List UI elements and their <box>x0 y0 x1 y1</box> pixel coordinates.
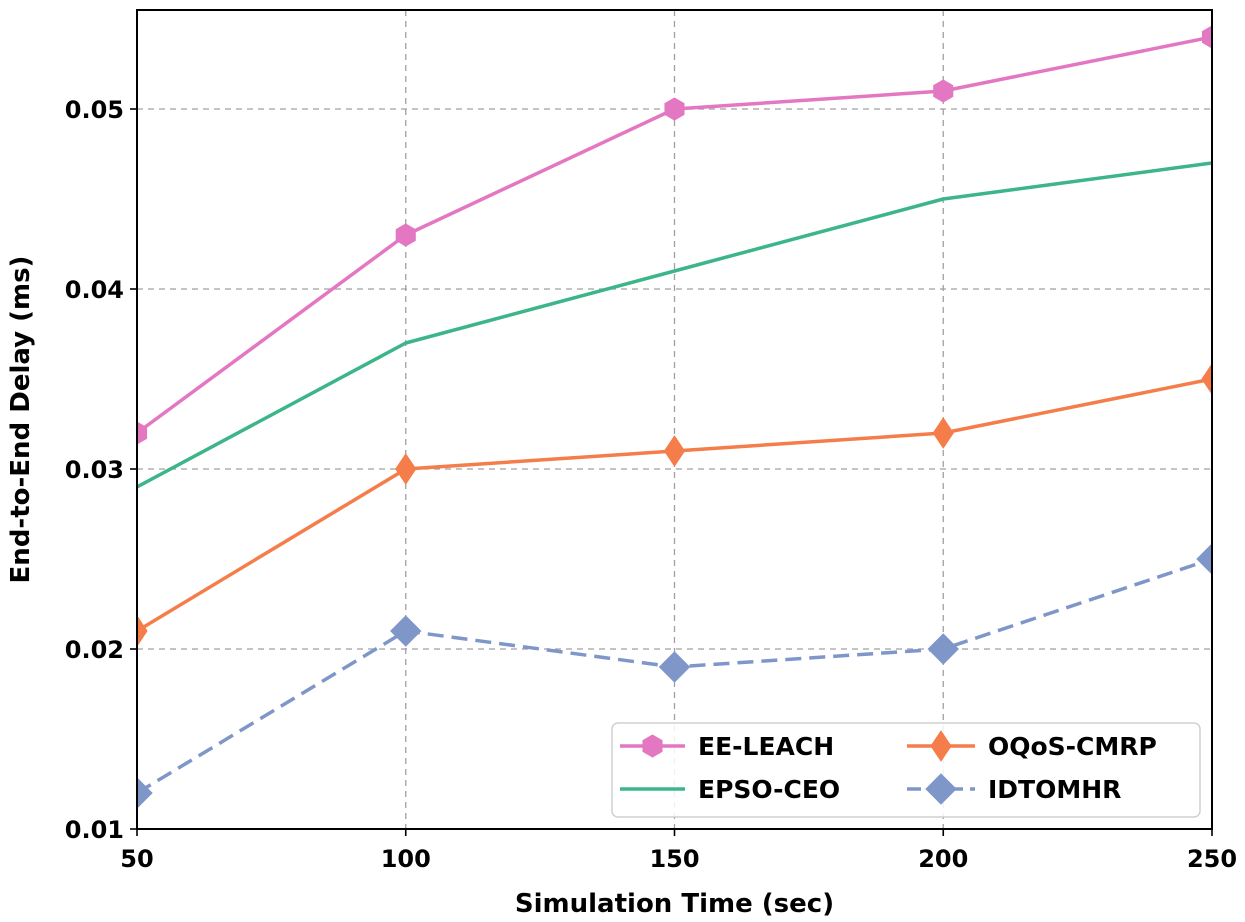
y-tick-label: 0.01 <box>65 816 124 844</box>
x-tick-label: 100 <box>381 845 431 873</box>
series-layer <box>137 25 1212 809</box>
legend-label: EE-LEACH <box>698 732 834 761</box>
y-tick-label: 0.04 <box>65 276 124 304</box>
y-tick-label: 0.05 <box>65 96 124 124</box>
legend-marker <box>925 773 957 805</box>
legend-marker <box>642 734 663 758</box>
legend-box <box>611 722 1201 818</box>
legend-marker <box>930 730 952 762</box>
data-point <box>1201 25 1212 49</box>
series-ee-leach <box>137 25 1212 445</box>
legend-item-idtomhr: IDTOMHR <box>907 773 1121 805</box>
ticks: 50 100 150 200 250 0.01 0.02 0.03 0.04 0.05 <box>65 96 1237 873</box>
series-line <box>137 161 1212 489</box>
data-point <box>137 777 153 809</box>
data-point <box>932 417 954 449</box>
x-axis-label: Simulation Time (sec) <box>515 889 834 919</box>
data-point <box>137 615 148 647</box>
y-axis-label: End-to-End Delay (ms) <box>6 256 36 584</box>
legend-item-epso-ceo: EPSO-CEO <box>620 775 840 804</box>
data-point <box>1201 363 1212 395</box>
grid <box>136 10 1213 830</box>
y-tick-label: 0.02 <box>65 636 124 664</box>
data-point <box>927 633 959 665</box>
legend-label: IDTOMHR <box>988 775 1121 804</box>
data-point <box>1196 543 1212 575</box>
data-point <box>664 97 685 121</box>
x-tick-label: 200 <box>918 845 968 873</box>
x-tick-label: 250 <box>1187 845 1237 873</box>
data-point <box>390 615 422 647</box>
y-tick-label: 0.03 <box>65 456 124 484</box>
legend-item-oqos-cmrp: OQoS-CMRP <box>907 730 1157 762</box>
data-point <box>933 79 954 103</box>
series-epso-ceo <box>137 161 1212 489</box>
legend-label: OQoS-CMRP <box>988 732 1157 761</box>
x-tick-label: 150 <box>649 845 699 873</box>
legend: EE-LEACH EPSO-CEO OQoS-CMRP IDTOMHR <box>611 722 1201 818</box>
data-point <box>658 651 691 683</box>
legend-label: EPSO-CEO <box>698 775 840 804</box>
legend-item-ee-leach: EE-LEACH <box>620 732 834 761</box>
x-tick-label: 50 <box>120 845 153 873</box>
data-point <box>137 421 148 445</box>
data-point <box>395 453 417 485</box>
data-point <box>395 223 416 247</box>
data-point <box>663 435 686 467</box>
series-oqos-cmrp <box>137 363 1212 647</box>
series-idtomhr <box>137 543 1212 809</box>
